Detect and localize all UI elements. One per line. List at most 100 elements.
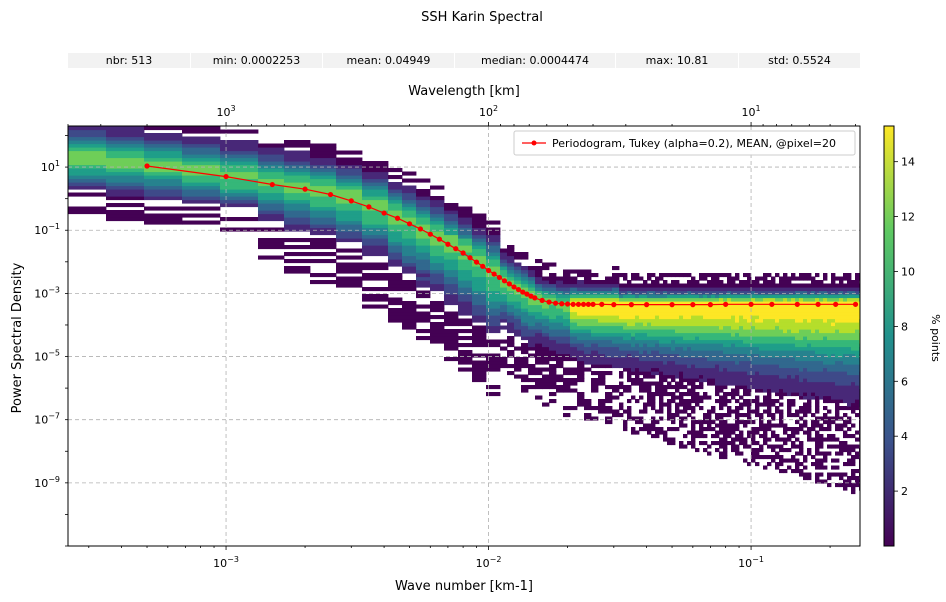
- heatmap-cell: [791, 311, 796, 316]
- heatmap-cell: [182, 154, 221, 159]
- heatmap-cell: [699, 346, 704, 351]
- heatmap-cell: [639, 427, 644, 432]
- heatmap-cell: [535, 350, 543, 355]
- heatmap-cell: [679, 441, 684, 446]
- heatmap-cell: [823, 399, 828, 404]
- heatmap-cell: [635, 311, 640, 316]
- heatmap-cell: [807, 476, 812, 481]
- heatmap-cell: [723, 308, 728, 313]
- heatmap-cell: [514, 255, 522, 260]
- heatmap-cell: [651, 290, 656, 295]
- heatmap-cell: [747, 374, 752, 379]
- heatmap-cell: [671, 367, 676, 372]
- heatmap-cell: [675, 409, 680, 414]
- heatmap-cell: [715, 332, 720, 337]
- heatmap-cell: [182, 185, 221, 190]
- heatmap-cell: [851, 374, 856, 379]
- heatmap-cell: [787, 406, 792, 411]
- heatmap-cell: [739, 339, 744, 344]
- heatmap-cell: [807, 336, 812, 341]
- heatmap-cell: [362, 224, 389, 229]
- heatmap-cell: [683, 325, 688, 330]
- heatmap-cell: [763, 371, 768, 376]
- heatmap-cell: [699, 325, 704, 330]
- heatmap-cell: [775, 315, 780, 320]
- heatmap-cell: [711, 409, 716, 414]
- heatmap-cell: [755, 339, 760, 344]
- heatmap-cell: [402, 283, 417, 288]
- heatmap-cell: [827, 346, 832, 351]
- heatmap-cell: [679, 444, 684, 449]
- heatmap-cell: [699, 364, 704, 369]
- heatmap-cell: [182, 182, 221, 187]
- heatmap-cell: [663, 437, 668, 442]
- heatmap-cell: [775, 332, 780, 337]
- heatmap-cell: [402, 185, 417, 190]
- heatmap-cell: [521, 280, 529, 285]
- heatmap-cell: [691, 357, 696, 362]
- heatmap-cell: [284, 154, 311, 159]
- heatmap-cell: [486, 248, 501, 253]
- heatmap-cell: [691, 332, 696, 337]
- heatmap-cell: [815, 441, 820, 446]
- heatmap-cell: [667, 283, 672, 288]
- heatmap-cell: [635, 304, 640, 309]
- series-point: [394, 215, 401, 221]
- heatmap-cell: [739, 280, 744, 285]
- heatmap-cell: [430, 329, 445, 334]
- heatmap-cell: [679, 339, 684, 344]
- heatmap-cell: [771, 280, 776, 285]
- heatmap-cell: [759, 297, 764, 302]
- heatmap-cell: [444, 280, 459, 285]
- heatmap-cell: [803, 385, 808, 390]
- heatmap-cell: [783, 304, 788, 309]
- heatmap-cell: [671, 413, 676, 418]
- heatmap-cell: [182, 199, 221, 204]
- heatmap-cell: [703, 332, 708, 337]
- heatmap-cell: [823, 458, 828, 463]
- heatmap-cell: [570, 378, 578, 383]
- heatmap-cell: [570, 329, 578, 334]
- heatmap-cell: [675, 364, 680, 369]
- heatmap-cell: [643, 357, 648, 362]
- heatmap-cell: [771, 353, 776, 358]
- heatmap-cell: [667, 371, 672, 376]
- heatmap-cell: [675, 339, 680, 344]
- heatmap-cell: [723, 451, 728, 456]
- heatmap-cell: [791, 329, 796, 334]
- heatmap-cell: [106, 140, 145, 145]
- heatmap-cell: [612, 308, 620, 313]
- heatmap-cell: [723, 322, 728, 327]
- heatmap-cell: [472, 336, 487, 341]
- x-tick-label: 10−1: [738, 555, 764, 570]
- heatmap-cell: [444, 301, 459, 306]
- heatmap-cell: [699, 287, 704, 292]
- heatmap-cell: [635, 399, 640, 404]
- heatmap-cell: [843, 332, 848, 337]
- heatmap-cell: [627, 304, 632, 309]
- heatmap-cell: [542, 325, 550, 330]
- heatmap-cell: [835, 287, 840, 292]
- heatmap-cell: [612, 297, 620, 302]
- heatmap-cell: [444, 224, 459, 229]
- heatmap-cell: [767, 367, 772, 372]
- heatmap-cell: [514, 360, 522, 365]
- heatmap-cell: [799, 287, 804, 292]
- heatmap-cell: [362, 297, 389, 302]
- heatmap-cell: [584, 269, 592, 274]
- heatmap-cell: [855, 315, 860, 320]
- heatmap-cell: [699, 308, 704, 313]
- heatmap-cell: [310, 199, 337, 204]
- heatmap-cell: [598, 406, 606, 411]
- heatmap-cell: [507, 322, 515, 327]
- heatmap-cell: [831, 332, 836, 337]
- heatmap-cell: [703, 276, 708, 281]
- heatmap-cell: [815, 381, 820, 386]
- heatmap-cell: [735, 353, 740, 358]
- heatmap-cell: [731, 339, 736, 344]
- heatmap-cell: [771, 423, 776, 428]
- heatmap-cell: [584, 399, 592, 404]
- heatmap-cell: [787, 434, 792, 439]
- heatmap-cell: [675, 357, 680, 362]
- heatmap-cell: [731, 381, 736, 386]
